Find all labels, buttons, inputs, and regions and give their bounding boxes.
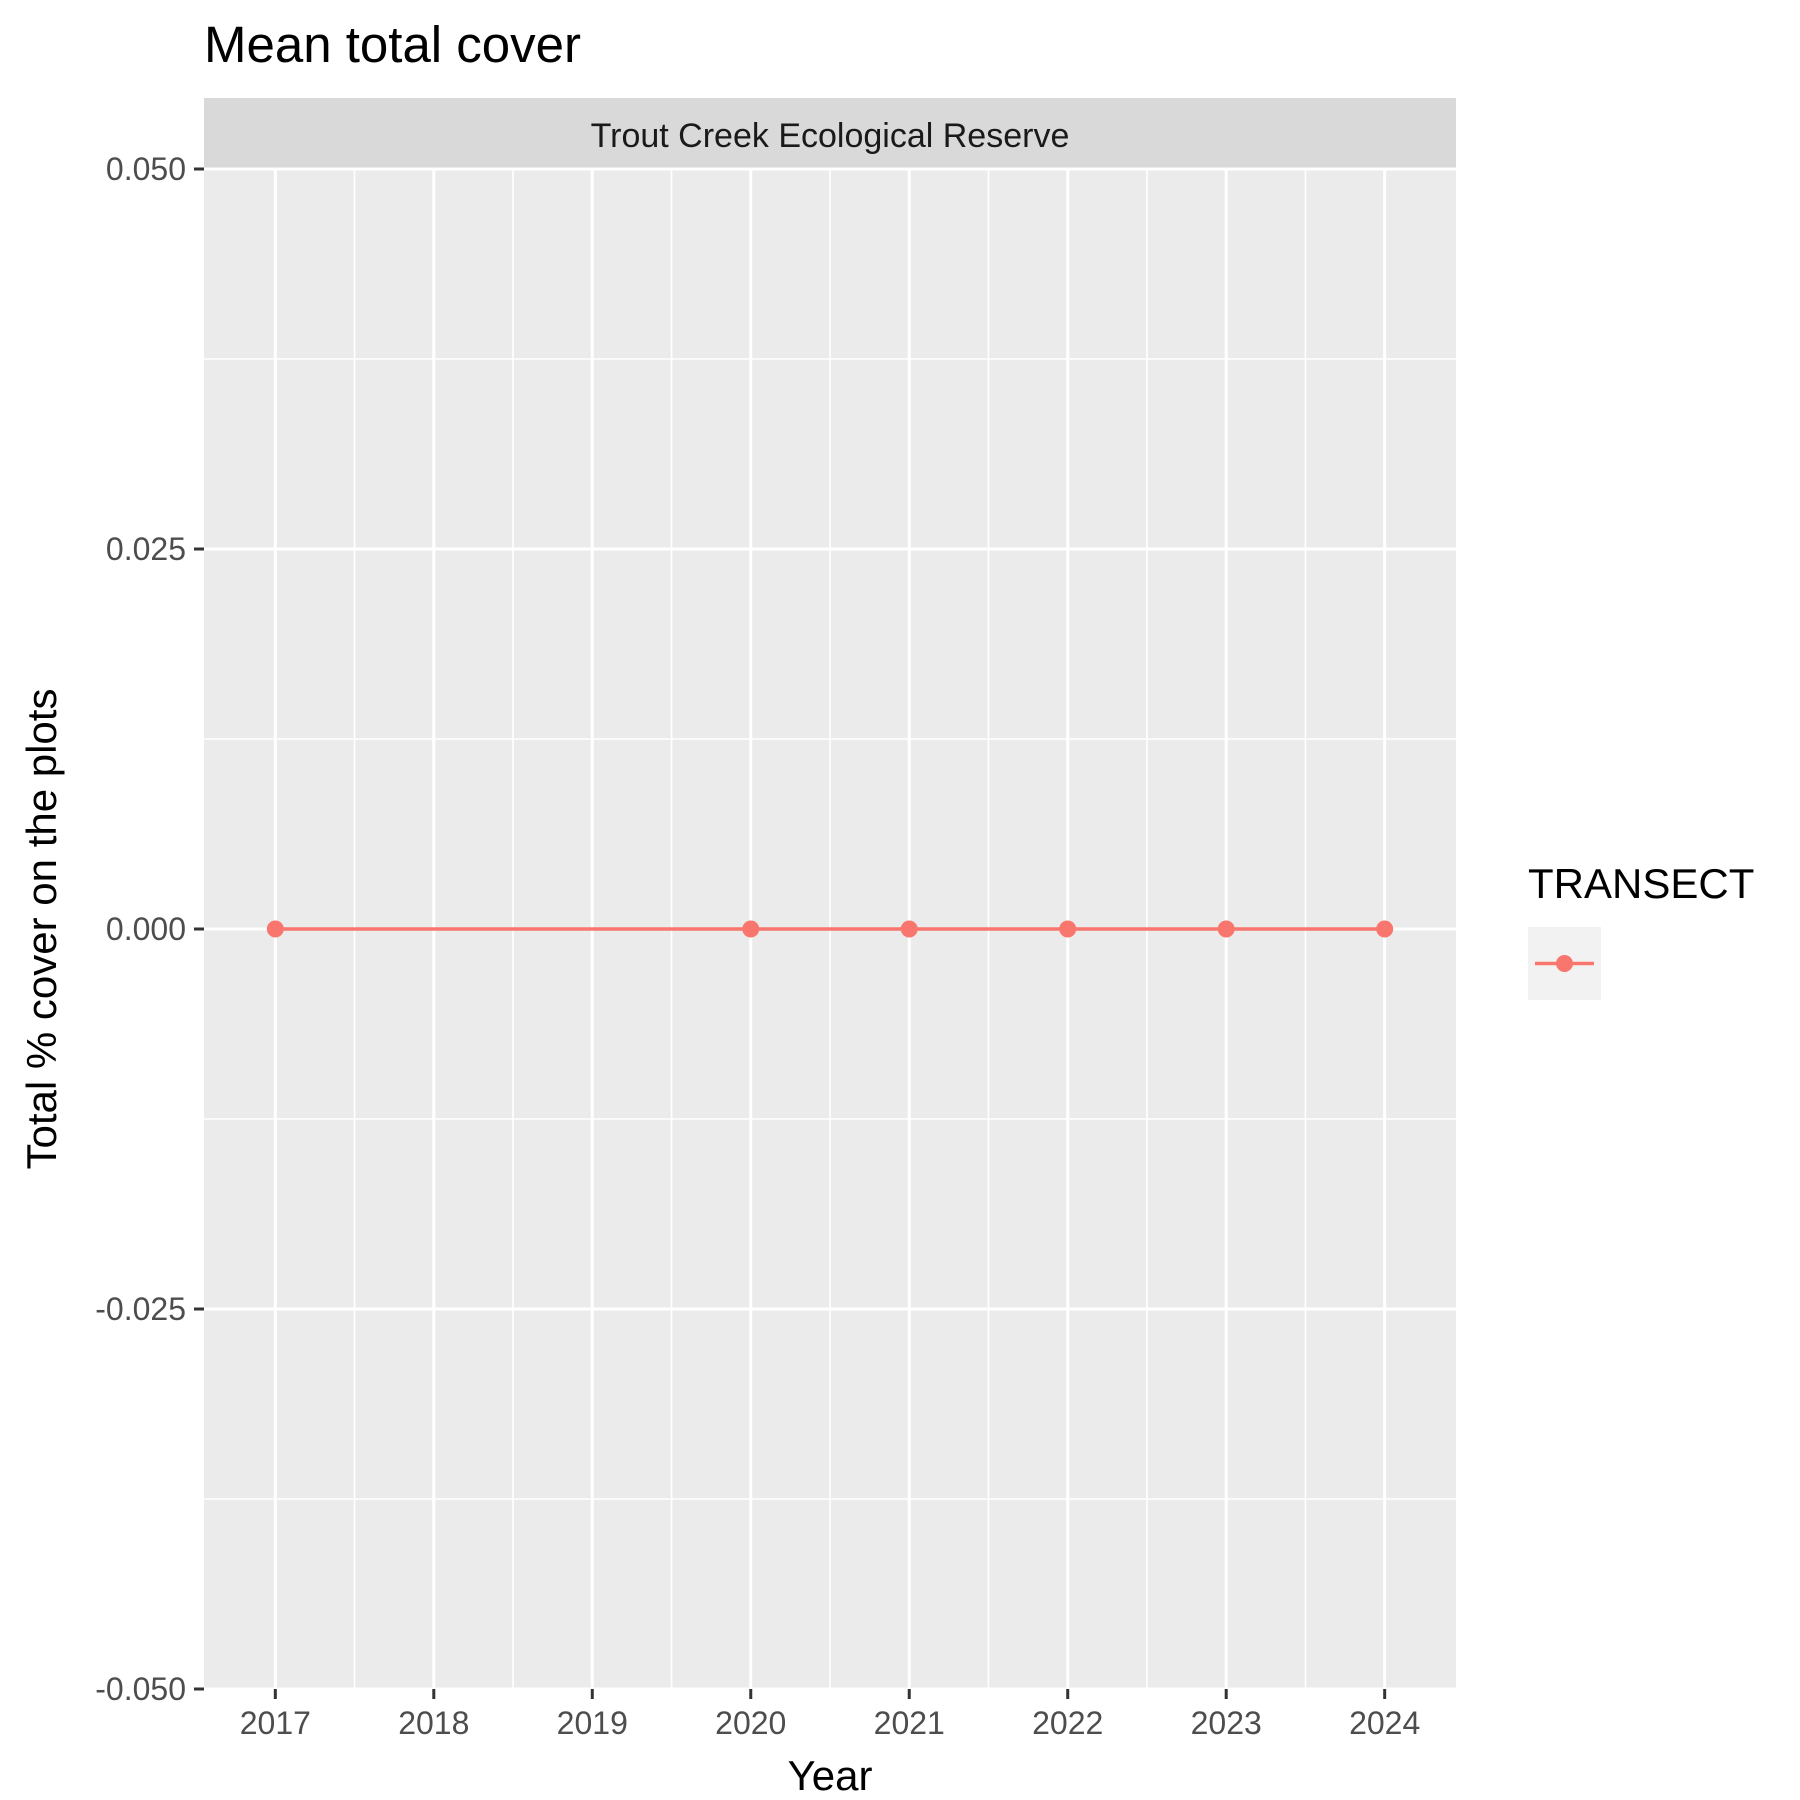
x-tick-label: 2022 [1032,1705,1103,1741]
data-point [1376,920,1394,938]
data-point [1217,920,1235,938]
facet-strip [204,98,1456,169]
x-tick-label: 2018 [398,1705,469,1741]
x-tick-label: 2017 [240,1705,311,1741]
facet-strip-label: Trout Creek Ecological Reserve [591,117,1070,155]
legend-title: TRANSECT [1528,860,1754,907]
y-tick-label: 0.025 [106,531,186,567]
y-tick-label: 0.000 [106,911,186,947]
data-point [1059,920,1077,938]
data-point [266,920,284,938]
data-point [900,920,918,938]
x-axis: 2017 2018 2019 2020 2021 2022 2023 2024 [240,1689,1420,1741]
x-axis-title: Year [788,1752,873,1799]
x-tick-label: 2019 [557,1705,628,1741]
chart-title: Mean total cover [204,16,581,73]
y-tick-label: 0.050 [106,151,186,187]
y-axis: -0.050 -0.025 0.000 0.025 0.050 [95,151,204,1707]
x-tick-label: 2023 [1191,1705,1262,1741]
x-tick-label: 2020 [715,1705,786,1741]
x-tick-label: 2021 [874,1705,945,1741]
legend: TRANSECT [1528,860,1754,1000]
legend-key-point [1556,955,1573,972]
x-tick-label: 2024 [1349,1705,1420,1741]
legend-key-glyph [1535,955,1594,972]
y-axis-title: Total % cover on the plots [18,689,65,1170]
y-tick-label: -0.050 [95,1671,186,1707]
y-tick-label: -0.025 [95,1291,186,1327]
data-point [742,920,760,938]
series-layer [266,920,1394,938]
